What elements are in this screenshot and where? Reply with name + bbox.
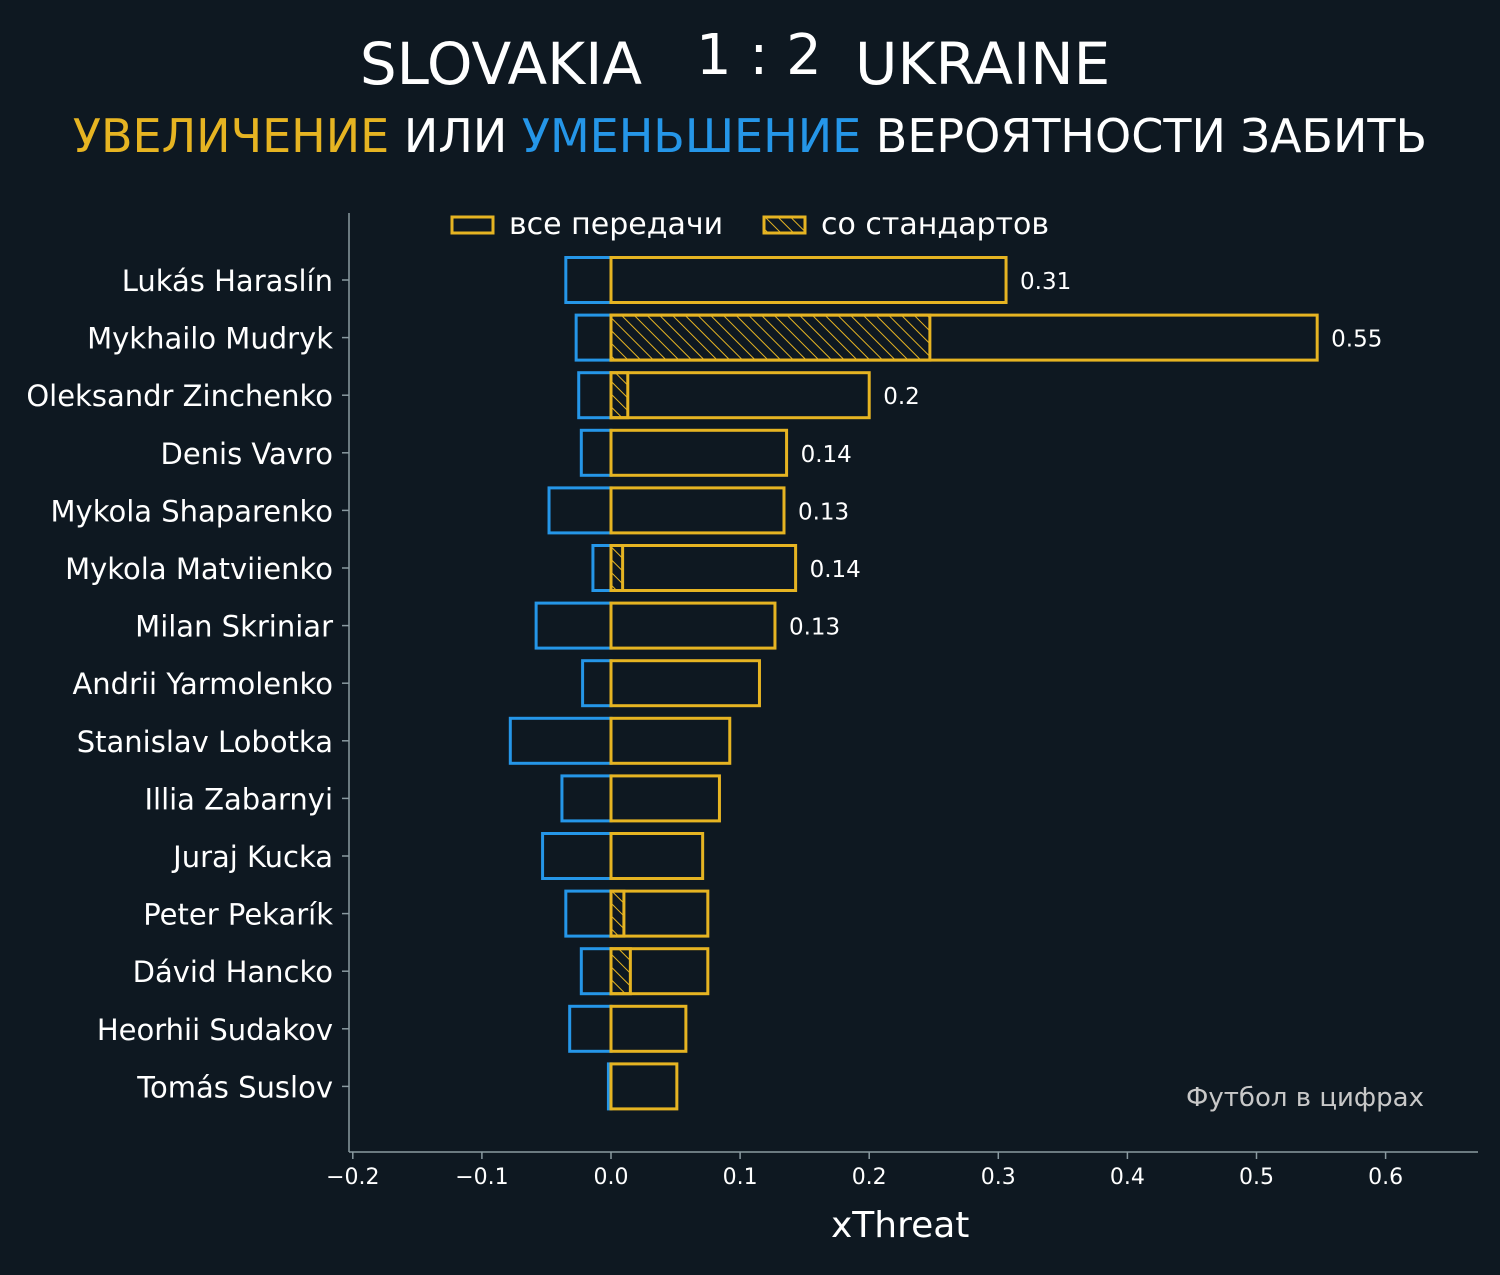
positive-bar bbox=[609, 313, 1319, 362]
positive-bar bbox=[609, 486, 786, 535]
negative-bar bbox=[591, 544, 613, 592]
subtitle-decrease: УМЕНЬШЕНИЕ bbox=[521, 109, 862, 163]
value-label: 0.13 bbox=[798, 499, 849, 525]
axes: −0.2 −0.1 0.0 0.1 0.2 0.3 0.4 0.5 0.6 xThreat bbox=[326, 213, 1478, 1246]
positive-bar bbox=[609, 1004, 688, 1053]
labels: Lukás Haraslín 0.31 Mykhailo Mudryk 0.55 Ole… bbox=[26, 264, 1382, 1104]
value-label: 0.55 bbox=[1331, 327, 1382, 353]
legend-label-all-passes: все передачи bbox=[509, 207, 723, 242]
legend: все передачи со стандартов bbox=[450, 207, 1049, 242]
x-tick-label: 0.2 bbox=[852, 1165, 887, 1190]
positive-bar bbox=[609, 256, 1008, 304]
set-piece-bar bbox=[609, 889, 626, 938]
legend-label-set-pieces: со стандартов bbox=[821, 207, 1049, 242]
player-name-label: Oleksandr Zinchenko bbox=[26, 379, 333, 413]
positive-bar bbox=[609, 774, 721, 823]
player-name-label: Mykola Shaparenko bbox=[51, 494, 333, 528]
bars bbox=[508, 256, 1319, 1111]
player-name-label: Mykhailo Mudryk bbox=[87, 322, 333, 356]
subtitle-rest: ВЕРОЯТНОСТИ ЗАБИТЬ bbox=[875, 109, 1428, 163]
positive-bar bbox=[609, 659, 761, 708]
player-name-label: Peter Pekarík bbox=[143, 898, 333, 932]
x-axis-title: xThreat bbox=[831, 1205, 969, 1246]
subtitle-or: ИЛИ bbox=[403, 109, 508, 163]
negative-bar bbox=[564, 256, 613, 304]
match-score: 1 : 2 bbox=[696, 23, 822, 88]
set-piece-bar bbox=[609, 947, 632, 996]
value-label: 0.14 bbox=[801, 442, 852, 468]
value-label: 0.13 bbox=[789, 615, 840, 641]
positive-bar bbox=[609, 1062, 679, 1111]
chart-subtitle: УВЕЛИЧЕНИЕ ИЛИ УМЕНЬШЕНИЕ ВЕРОЯТНОСТИ ЗА… bbox=[0, 108, 1500, 164]
positive-bar bbox=[609, 601, 777, 650]
set-piece-bar bbox=[609, 371, 630, 420]
negative-bar bbox=[579, 428, 613, 477]
value-label: 0.2 bbox=[883, 384, 920, 410]
positive-bar bbox=[609, 428, 789, 477]
negative-bar bbox=[579, 947, 613, 996]
x-tick-label: 0.5 bbox=[1239, 1165, 1274, 1190]
negative-bar bbox=[577, 371, 613, 420]
x-tick-label: 0.0 bbox=[594, 1165, 629, 1190]
positive-bar bbox=[609, 544, 798, 592]
value-label: 0.31 bbox=[1020, 269, 1071, 295]
player-name-label: Juraj Kucka bbox=[171, 840, 333, 874]
positive-bar bbox=[609, 832, 705, 880]
home-team-name: SLOVAKIA bbox=[359, 30, 642, 98]
player-name-label: Tomás Suslov bbox=[136, 1070, 333, 1104]
negative-bar bbox=[541, 832, 613, 880]
negative-bar bbox=[534, 601, 613, 650]
player-name-label: Mykola Matviienko bbox=[65, 552, 333, 586]
away-team-name: UKRAINE bbox=[855, 30, 1111, 98]
set-piece-bar bbox=[609, 544, 625, 592]
player-name-label: Denis Vavro bbox=[161, 437, 334, 471]
positive-bar bbox=[609, 371, 871, 420]
positive-bar bbox=[609, 947, 710, 996]
player-name-label: Illia Zabarnyi bbox=[144, 782, 333, 816]
negative-bar bbox=[574, 313, 613, 362]
value-label: 0.14 bbox=[810, 557, 861, 583]
legend-swatch-outline bbox=[450, 215, 495, 235]
negative-bar bbox=[581, 659, 613, 708]
negative-bar bbox=[568, 1004, 613, 1053]
x-tick-label: 0.1 bbox=[723, 1165, 758, 1190]
positive-bar bbox=[609, 716, 732, 765]
negative-bar bbox=[560, 774, 613, 823]
x-tick-label: 0.4 bbox=[1110, 1165, 1145, 1190]
title-row: SLOVAKIA 1 : 2 UKRAINE bbox=[0, 23, 1500, 100]
x-tick-label: 0.3 bbox=[981, 1165, 1016, 1190]
negative-bar bbox=[508, 716, 613, 765]
x-tick-label: 0.6 bbox=[1368, 1165, 1403, 1190]
player-name-label: Andrii Yarmolenko bbox=[72, 667, 333, 701]
positive-bar bbox=[609, 889, 710, 938]
player-name-label: Lukás Haraslín bbox=[122, 264, 333, 298]
set-piece-bar bbox=[609, 313, 932, 362]
player-name-label: Stanislav Lobotka bbox=[77, 725, 333, 759]
subtitle-increase: УВЕЛИЧЕНИЕ bbox=[72, 109, 390, 163]
x-tick-label: −0.2 bbox=[326, 1165, 379, 1190]
player-name-label: Milan Skriniar bbox=[135, 610, 333, 644]
x-tick-label: −0.1 bbox=[455, 1165, 508, 1190]
player-name-label: Heorhii Sudakov bbox=[97, 1013, 333, 1047]
legend-swatch-hatched bbox=[762, 215, 807, 235]
player-name-label: Dávid Hancko bbox=[133, 955, 333, 989]
watermark-text: Футбол в цифрах bbox=[1186, 1083, 1424, 1113]
negative-bar bbox=[564, 889, 613, 938]
negative-bar bbox=[547, 486, 613, 535]
